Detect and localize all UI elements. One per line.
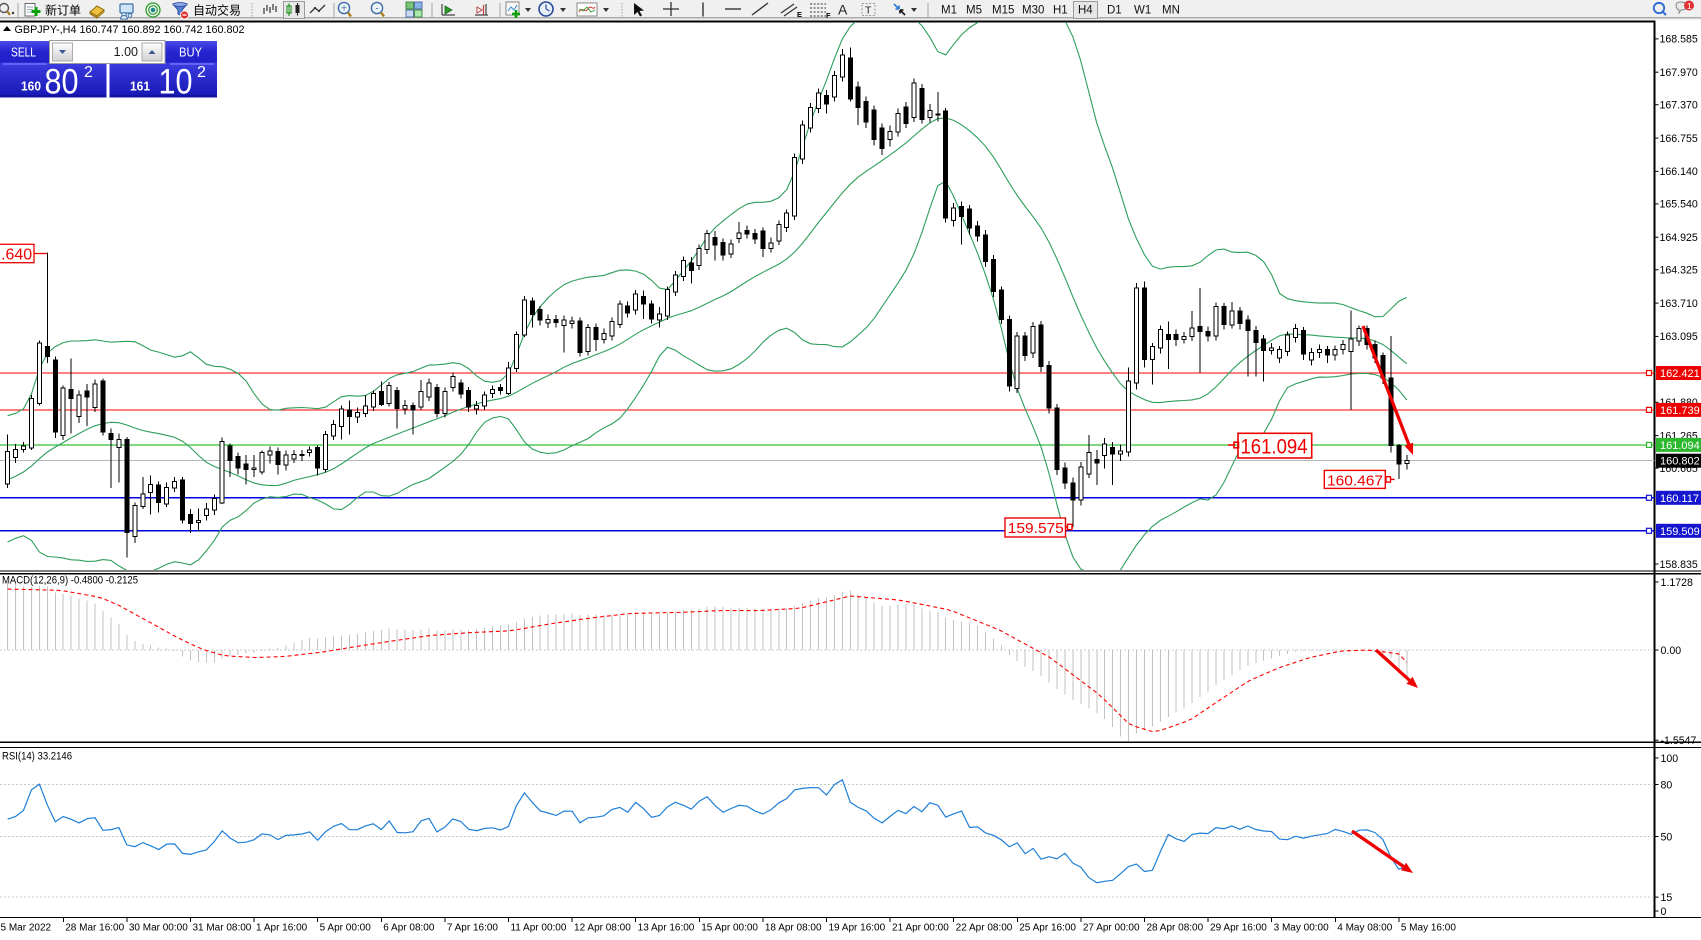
svg-text:27 Apr 00:00: 27 Apr 00:00 [1083,923,1140,934]
svg-text:167.370: 167.370 [1660,100,1698,112]
svg-text:BUY: BUY [179,45,202,60]
svg-text:167.970: 167.970 [1660,67,1698,79]
svg-text:160: 160 [21,80,41,94]
svg-text:2: 2 [197,64,206,81]
svg-text:15 Apr 00:00: 15 Apr 00:00 [701,923,758,934]
svg-text:7 Apr 16:00: 7 Apr 16:00 [447,923,499,934]
svg-text:161.094: 161.094 [1660,440,1700,452]
svg-text:164.925: 164.925 [1660,232,1698,244]
svg-text:F: F [826,11,831,20]
svg-text:E: E [797,10,802,19]
svg-text:2: 2 [84,64,93,81]
svg-text:RSI(14) 33.2146: RSI(14) 33.2146 [2,751,72,763]
svg-text:28 Mar 16:00: 28 Mar 16:00 [65,923,124,934]
svg-text:165.540: 165.540 [1660,199,1698,211]
svg-text:5 Mar 2022: 5 Mar 2022 [1,923,52,934]
svg-text:GBPJPY-,H4 160.747 160.892 16: GBPJPY-,H4 160.747 160.892 160.742 160.8… [15,24,245,36]
svg-text:31 Mar 08:00: 31 Mar 08:00 [192,923,251,934]
svg-text:-: - [375,4,378,15]
svg-text:19 Apr 16:00: 19 Apr 16:00 [828,923,885,934]
svg-text:MACD(12,26,9) -0.4800 -0.2125: MACD(12,26,9) -0.4800 -0.2125 [2,575,138,587]
svg-text:3 May 00:00: 3 May 00:00 [1274,923,1329,934]
svg-text:.640: .640 [1,246,32,263]
svg-text:D1: D1 [1107,5,1122,17]
svg-text:161: 161 [130,80,150,94]
svg-text:22 Apr 08:00: 22 Apr 08:00 [956,923,1013,934]
svg-text:80: 80 [45,63,79,102]
svg-text:H4: H4 [1078,5,1093,17]
svg-text:11 Apr 00:00: 11 Apr 00:00 [510,923,566,934]
svg-text:13 Apr 16:00: 13 Apr 16:00 [638,923,695,934]
svg-text:M1: M1 [941,5,957,17]
svg-text:1: 1 [1687,1,1692,11]
svg-text:80: 80 [1661,780,1673,792]
svg-text:50: 50 [1661,832,1673,844]
svg-text:25 Apr 16:00: 25 Apr 16:00 [1019,923,1076,934]
svg-text:W1: W1 [1134,5,1151,17]
svg-text:161.094: 161.094 [1241,434,1308,458]
svg-text:M30: M30 [1022,5,1044,17]
svg-text:12 Apr 08:00: 12 Apr 08:00 [574,923,631,934]
svg-text:163.095: 163.095 [1660,331,1698,343]
svg-text:4 May 08:00: 4 May 08:00 [1337,923,1392,934]
svg-text:168.585: 168.585 [1660,34,1698,46]
svg-text:161.739: 161.739 [1660,405,1700,417]
svg-text:+: + [341,4,347,15]
svg-text:1.1728: 1.1728 [1661,577,1694,589]
svg-text:-1.5547: -1.5547 [1661,735,1697,747]
svg-text:30 Mar 00:00: 30 Mar 00:00 [129,923,188,934]
svg-text:5 Apr 00:00: 5 Apr 00:00 [320,923,372,934]
svg-text:29 Apr 16:00: 29 Apr 16:00 [1210,923,1267,934]
svg-text:28 Apr 08:00: 28 Apr 08:00 [1146,923,1203,934]
svg-text:18 Apr 08:00: 18 Apr 08:00 [765,923,822,934]
svg-text:160.117: 160.117 [1660,493,1699,505]
svg-text:21 Apr 00:00: 21 Apr 00:00 [892,923,949,934]
svg-text:5 May 16:00: 5 May 16:00 [1401,923,1456,934]
svg-text:15: 15 [1661,892,1673,904]
svg-text:自动交易: 自动交易 [193,3,241,18]
svg-text:166.755: 166.755 [1660,133,1698,145]
svg-text:162.421: 162.421 [1660,368,1700,380]
svg-text:0: 0 [1661,906,1667,918]
svg-text:1.00: 1.00 [114,45,138,59]
svg-text:1 Apr 16:00: 1 Apr 16:00 [256,923,308,934]
svg-text:100: 100 [1661,753,1679,765]
svg-text:M5: M5 [966,5,982,17]
svg-text:159.575: 159.575 [1008,520,1064,537]
svg-text:159.509: 159.509 [1660,526,1700,538]
svg-text:166.140: 166.140 [1660,166,1698,178]
svg-text:SELL: SELL [11,45,36,60]
svg-text:A: A [838,2,848,18]
svg-text:10: 10 [159,63,193,102]
svg-text:T: T [865,5,872,17]
svg-text:158.835: 158.835 [1660,559,1698,571]
svg-text:163.710: 163.710 [1660,298,1698,310]
svg-text:M15: M15 [992,5,1014,17]
svg-text:MN: MN [1162,5,1180,17]
svg-text:新订单: 新订单 [45,3,81,18]
svg-text:0.00: 0.00 [1661,645,1682,657]
svg-text:H1: H1 [1053,5,1068,17]
svg-text:6 Apr 08:00: 6 Apr 08:00 [383,923,435,934]
svg-text:164.325: 164.325 [1660,265,1698,277]
svg-text:160.802: 160.802 [1660,456,1700,468]
svg-text:160.467: 160.467 [1327,472,1383,489]
